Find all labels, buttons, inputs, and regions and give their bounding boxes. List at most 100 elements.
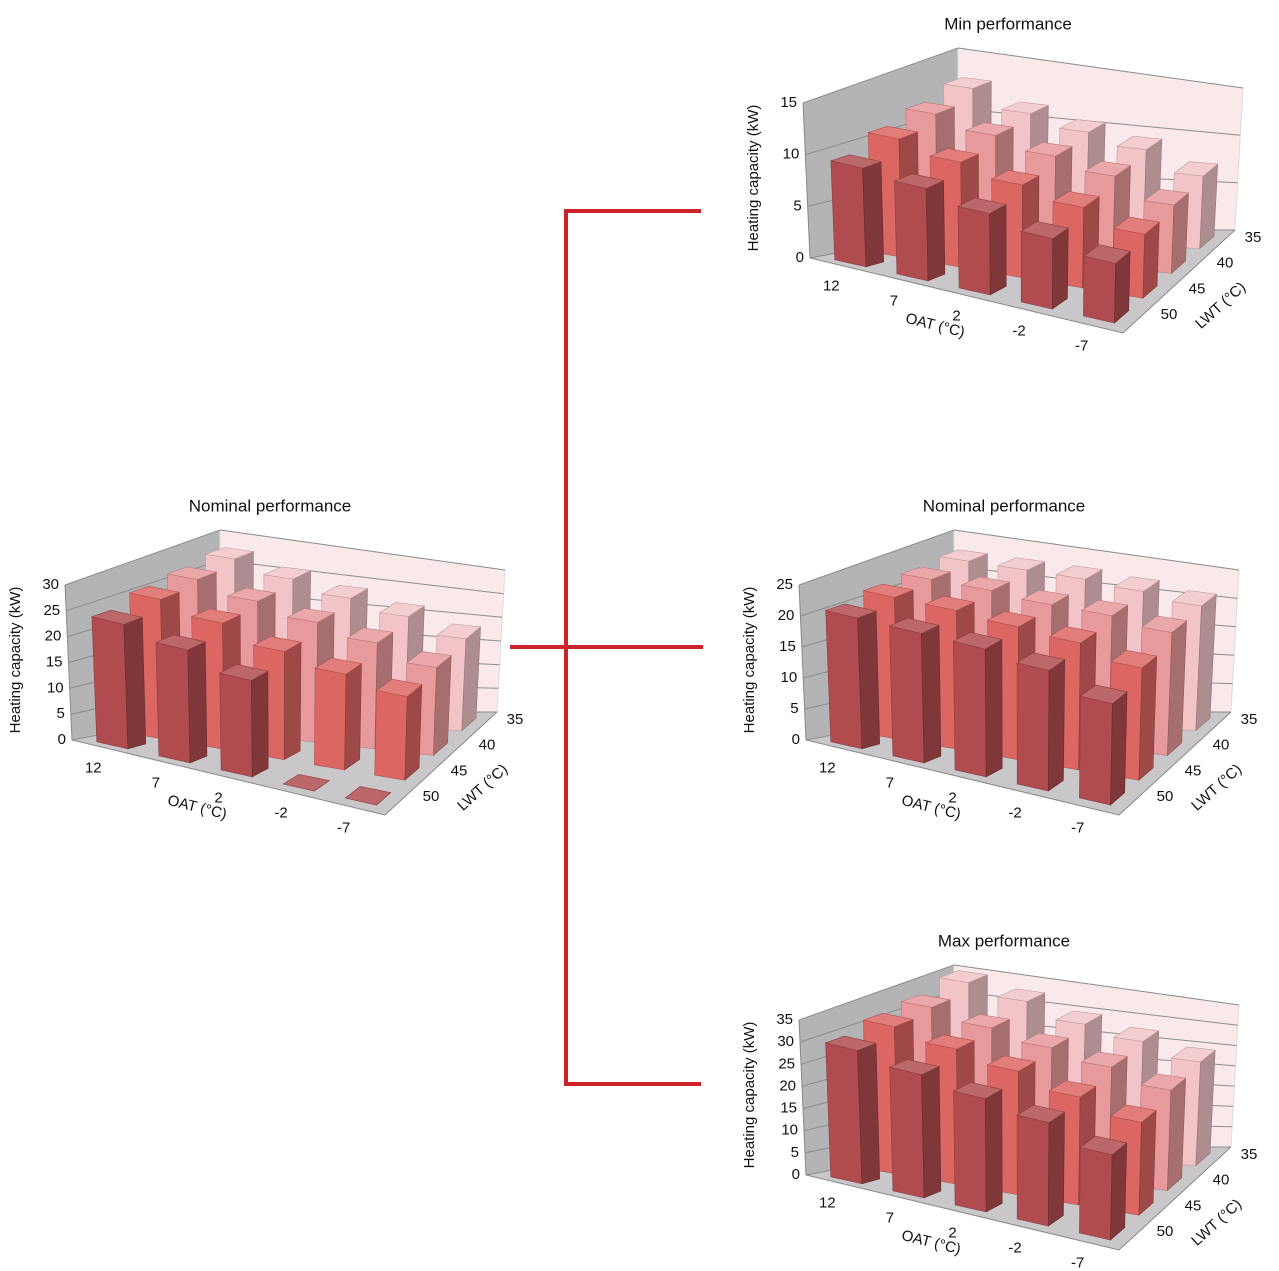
bar-top	[964, 122, 1015, 136]
bar-top	[957, 197, 1007, 215]
chart: 0 5 10 15 20 25 35 40 45 50 12 7 2 -2 -7 Nominal perfor…	[741, 496, 1257, 836]
bar-top	[1079, 684, 1128, 705]
bar	[1079, 1135, 1128, 1241]
bar	[1020, 221, 1069, 310]
bar-top	[1116, 135, 1163, 151]
x-tick-label: 12	[819, 759, 836, 776]
y-tick-label: 35	[776, 1011, 793, 1028]
bar-top	[893, 173, 945, 189]
bar	[952, 1082, 1003, 1213]
bar-top	[1171, 590, 1218, 607]
bar-top	[1020, 221, 1069, 240]
x-tick-label: 2	[948, 789, 956, 806]
z-tick-label: 45	[1185, 762, 1202, 779]
x-tick-label: 2	[214, 789, 222, 806]
z-tick-label: 35	[1245, 229, 1262, 246]
bar-side	[1047, 1111, 1065, 1227]
y-tick-label: 10	[47, 679, 64, 696]
bar	[314, 657, 363, 771]
bar-top	[1055, 565, 1103, 580]
bar	[154, 634, 208, 764]
y-tick-label: 10	[783, 146, 800, 163]
bar	[957, 197, 1007, 296]
z-tick-label: 40	[1217, 255, 1234, 272]
chart-title: Nominal performance	[923, 496, 1086, 515]
grid-line	[64, 529, 506, 586]
bar	[1079, 684, 1128, 806]
y-tick-label: 25	[43, 602, 60, 619]
bar-top	[824, 1035, 878, 1051]
chart: 0 5 10 15 35 40 45 50 12 7 2 -2 -7 Min performance Hea…	[745, 14, 1261, 354]
bar-front	[374, 690, 408, 781]
bar-top	[1081, 599, 1129, 617]
y-axis-title: Heating capacity (kW)	[7, 587, 24, 734]
bar-top	[1084, 160, 1132, 177]
bar	[344, 786, 392, 806]
x-tick-label: -2	[274, 804, 287, 821]
grid-line	[798, 529, 1240, 586]
bar-top	[190, 608, 242, 624]
y-tick-label: 15	[46, 653, 63, 670]
y-tick-label: 10	[781, 1122, 798, 1139]
bar-top	[1058, 119, 1107, 133]
bar-side	[1047, 659, 1066, 792]
z-tick-label: 40	[1213, 1172, 1230, 1189]
bar-top	[1000, 101, 1050, 114]
z-tick-label: 40	[1213, 737, 1230, 754]
bar-top	[862, 583, 915, 598]
y-axis-title: Heating capacity (kW)	[745, 105, 762, 252]
x-tick-label: 12	[819, 1194, 836, 1211]
bar-front	[1016, 662, 1050, 792]
x-tick-label: 7	[886, 774, 894, 791]
y-tick-label: 0	[796, 249, 804, 266]
bar-top	[1048, 1080, 1097, 1098]
bar-top	[346, 627, 394, 644]
bar	[1016, 652, 1066, 792]
connector	[510, 209, 703, 1086]
bar-side	[921, 1066, 942, 1199]
z-tick-label: 45	[1185, 1197, 1202, 1214]
bar	[893, 173, 946, 282]
bar-top	[1020, 589, 1070, 606]
bar-top	[888, 1059, 941, 1076]
bar	[824, 1035, 881, 1185]
bar-top	[996, 557, 1046, 571]
bar-front	[91, 616, 129, 750]
bar	[282, 774, 331, 792]
x-tick-label: -2	[1008, 1239, 1021, 1256]
bar-front	[894, 180, 929, 282]
x-tick-label: 7	[886, 1209, 894, 1226]
bar-top	[1079, 1135, 1128, 1156]
bar-top	[943, 77, 992, 89]
x-tick-label: 12	[85, 759, 102, 776]
axis-line	[64, 584, 498, 816]
bar-front	[219, 672, 253, 778]
bar-top	[375, 678, 423, 697]
x-tick-label: -2	[1008, 804, 1021, 821]
y-axis-title: Heating capacity (kW)	[741, 1022, 758, 1169]
x-tick-label: -7	[337, 819, 350, 836]
bar-top	[924, 595, 976, 611]
bar-front	[953, 1090, 987, 1213]
x-tick-label: -7	[1071, 1254, 1084, 1271]
bar-top	[205, 547, 255, 560]
bar-top	[1113, 216, 1160, 235]
bar	[90, 609, 147, 750]
bar-top	[1173, 161, 1219, 177]
y-tick-label: 15	[779, 638, 796, 655]
bar-top	[829, 154, 883, 169]
y-tick-label: 5	[793, 197, 801, 214]
bar-top	[888, 617, 940, 634]
bar-top	[154, 634, 207, 651]
y-tick-label: 0	[792, 731, 800, 748]
bar-side	[123, 616, 147, 750]
y-tick-label: 10	[781, 669, 798, 686]
bar-front	[830, 160, 867, 268]
z-tick-label: 50	[423, 788, 440, 805]
bar-top	[1140, 1073, 1187, 1091]
grid-line	[798, 964, 1240, 1021]
axis-line	[798, 584, 1232, 816]
bar-side	[1110, 1142, 1128, 1241]
y-tick-label: 30	[42, 576, 59, 593]
chart-title: Min performance	[944, 14, 1072, 33]
